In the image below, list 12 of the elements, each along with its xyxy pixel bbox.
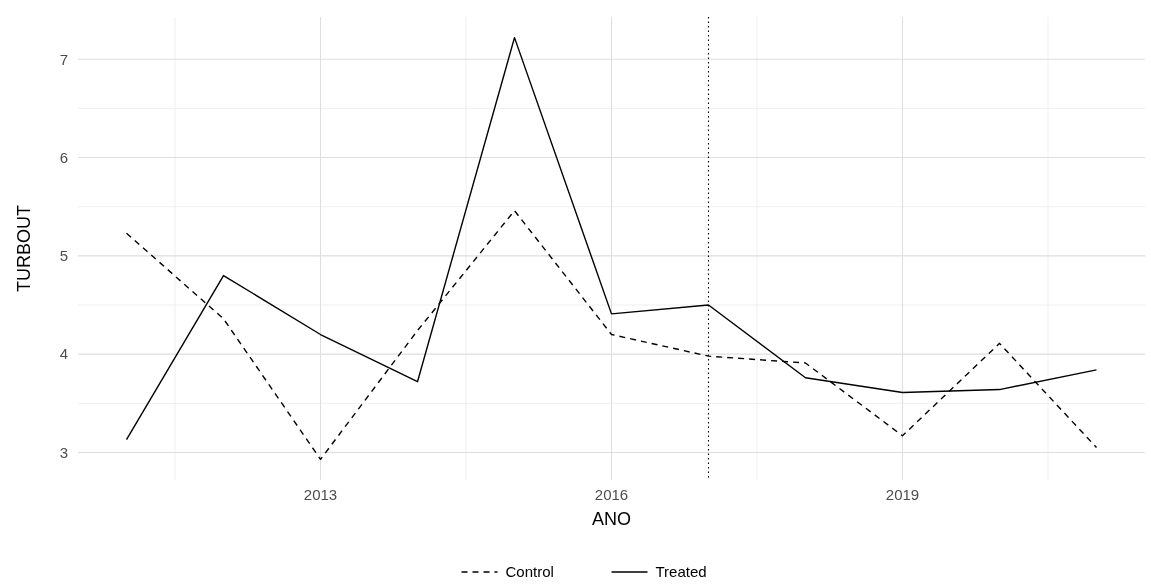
x-tick-label: 2013 [303, 486, 338, 503]
y-axis-title: TURBOUT [14, 205, 34, 292]
x-axis-title: ANO [591, 509, 632, 529]
x-tick-label: 2016 [594, 486, 629, 503]
legend-label: Control [505, 563, 554, 581]
y-tick-label: 3 [59, 443, 68, 461]
y-tick-label: 4 [59, 345, 68, 363]
x-tick-label: 2019 [885, 486, 920, 503]
y-tick-label: 5 [59, 247, 68, 265]
y-tick-label: 6 [59, 148, 68, 166]
y-tick-label: 7 [59, 50, 68, 68]
legend-label: Treated [655, 563, 707, 581]
